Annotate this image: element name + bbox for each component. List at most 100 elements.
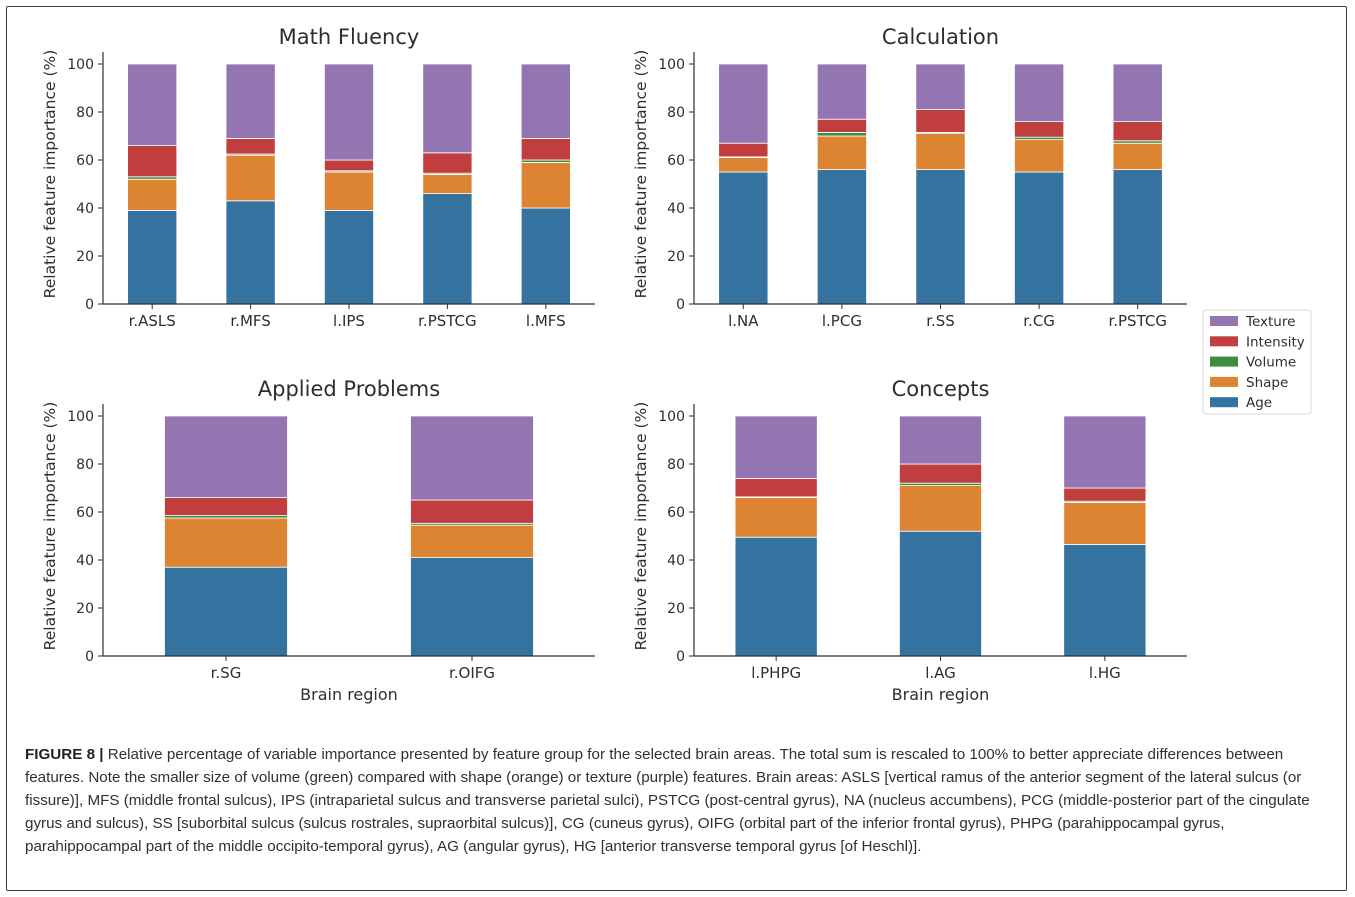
bar-segment-texture-r-mfs (225, 63, 276, 139)
x-tick-label-r-pstcg: r.PSTCG (1108, 312, 1167, 330)
bar-segment-texture-r-pstcg (1112, 63, 1163, 122)
x-tick-label-l-ips: l.IPS (333, 312, 365, 330)
bar-segment-shape-r-asls (127, 178, 178, 211)
chart-panel-calculation: l.NA l.PCG r.SS r.CG r.PSTCG 0 20 40 60 80 100 Calc… (632, 25, 1187, 330)
y-tick-label-40: 40 (667, 553, 685, 569)
chart-panel-applied-problems: r.SG r.OIFG 0 20 40 60 80 100 Applied Problems Re… (41, 377, 595, 704)
bar-segment-intensity-l-hg (1063, 487, 1147, 502)
chart-panel-concepts: l.PHPG l.AG l.HG 0 20 40 60 80 100 Concepts Relati… (632, 377, 1187, 704)
x-tick-label-r-cg: r.CG (1023, 312, 1055, 330)
bar-segment-shape-r-cg (1014, 139, 1065, 173)
bar-segment-shape-r-mfs (225, 154, 276, 202)
bar-segment-texture-r-ss (915, 63, 966, 110)
bar-segment-age-r-pstcg (422, 193, 473, 305)
x-tick-label-r-sg: r.SG (211, 664, 242, 682)
y-tick-label-60: 60 (667, 153, 685, 169)
bar-segment-age-l-ips (323, 209, 374, 305)
bar-segment-age-l-ag (899, 530, 982, 657)
x-tick-label-l-hg: l.HG (1089, 664, 1121, 682)
y-tick-label-80: 80 (76, 105, 94, 121)
y-tick-label-100: 100 (658, 409, 685, 425)
bar-segment-intensity-l-ips (323, 159, 374, 172)
bar-segment-shape-r-sg (164, 517, 288, 568)
chart-panel-math-fluency: r.ASLS r.MFS l.IPS r.PSTCG l.MFS 0 20 40 60 80 100… (41, 25, 595, 330)
legend: Texture Intensity Volume Shape Age (1202, 309, 1312, 415)
y-tick-label-60: 60 (667, 505, 685, 521)
y-tick-label-100: 100 (67, 409, 94, 425)
y-axis-label: Relative feature importance (%) (632, 50, 650, 299)
x-tick-label-l-na: l.NA (728, 312, 759, 330)
bar-segment-shape-l-mfs (520, 161, 571, 209)
bar-segment-intensity-r-pstcg (422, 152, 473, 174)
x-tick-label-l-ag: l.AG (925, 664, 956, 682)
y-tick-label-0: 0 (676, 649, 685, 665)
bar-segment-texture-r-asls (127, 63, 178, 146)
y-tick-label-0: 0 (85, 649, 94, 665)
bar-segment-texture-l-phpg (734, 415, 818, 479)
y-tick-label-40: 40 (76, 201, 94, 217)
bar-segment-texture-l-na (718, 63, 769, 144)
x-tick-label-l-mfs: l.MFS (526, 312, 566, 330)
y-tick-label-0: 0 (85, 297, 94, 313)
bar-segment-age-r-mfs (225, 200, 276, 305)
y-axis-label: Relative feature importance (%) (41, 50, 59, 299)
bar-segment-intensity-r-pstcg (1112, 121, 1163, 142)
bar-segment-volume-l-pcg (816, 131, 867, 137)
figure-frame (6, 6, 1347, 891)
bar-segment-texture-l-ips (323, 63, 374, 161)
bar-segment-shape-r-oifg (410, 524, 534, 559)
y-tick-label-0: 0 (676, 297, 685, 313)
bar-segment-intensity-r-cg (1014, 121, 1065, 138)
bar-segment-intensity-l-na (718, 142, 769, 158)
bar-segment-texture-r-oifg (410, 415, 534, 501)
legend-swatch-age (1210, 397, 1238, 408)
bar-segment-age-r-oifg (410, 557, 534, 657)
bar-segment-age-l-pcg (816, 169, 867, 305)
figure-caption: FIGURE 8 | Relative percentage of variab… (25, 743, 1330, 858)
bar-segment-shape-l-phpg (734, 497, 818, 538)
bar-segment-texture-l-ag (899, 415, 982, 465)
bar-segment-shape-l-na (718, 157, 769, 173)
x-axis-label: Brain region (892, 685, 990, 704)
bar-segment-intensity-r-asls (127, 145, 178, 178)
bar-segment-shape-l-hg (1063, 501, 1147, 545)
y-axis-label: Relative feature importance (%) (632, 402, 650, 651)
x-tick-label-r-pstcg: r.PSTCG (418, 312, 477, 330)
bar-segment-texture-l-hg (1063, 415, 1147, 489)
bar-segment-age-l-mfs (520, 207, 571, 305)
bar-segment-intensity-l-ag (899, 463, 982, 484)
x-tick-label-l-phpg: l.PHPG (751, 664, 801, 682)
legend-label-texture: Texture (1245, 314, 1295, 330)
bar-segment-age-l-na (718, 171, 769, 305)
y-tick-label-40: 40 (667, 201, 685, 217)
bar-segment-shape-l-ag (899, 485, 982, 532)
y-axis-label: Relative feature importance (%) (41, 402, 59, 651)
bar-segment-age-r-ss (915, 169, 966, 305)
bar-segment-shape-r-pstcg (422, 173, 473, 194)
chart-title: Calculation (882, 25, 999, 49)
legend-label-age: Age (1246, 395, 1272, 411)
bar-segment-texture-r-pstcg (422, 63, 473, 154)
legend-swatch-volume (1210, 356, 1238, 367)
bar-segment-shape-l-ips (323, 171, 374, 211)
bar-segment-texture-r-cg (1014, 63, 1065, 122)
legend-box (1202, 309, 1312, 415)
chart-title: Math Fluency (279, 25, 420, 49)
legend-label-volume: Volume (1246, 355, 1296, 371)
x-axis-label: Brain region (300, 685, 398, 704)
figure-label: FIGURE 8 | (25, 746, 104, 763)
bar-segment-intensity-l-mfs (520, 137, 571, 161)
caption-text: Relative percentage of variable importan… (25, 746, 1310, 855)
bar-segment-texture-l-mfs (520, 63, 571, 139)
y-tick-label-80: 80 (667, 457, 685, 473)
bar-segment-shape-l-pcg (816, 135, 867, 170)
y-tick-label-20: 20 (76, 249, 94, 265)
y-tick-label-80: 80 (76, 457, 94, 473)
y-tick-label-60: 60 (76, 153, 94, 169)
x-tick-label-r-mfs: r.MFS (230, 312, 270, 330)
bar-segment-intensity-r-mfs (225, 137, 276, 155)
bar-segment-intensity-r-ss (915, 109, 966, 133)
legend-label-shape: Shape (1246, 375, 1288, 391)
y-tick-label-100: 100 (67, 57, 94, 73)
y-tick-label-60: 60 (76, 505, 94, 521)
